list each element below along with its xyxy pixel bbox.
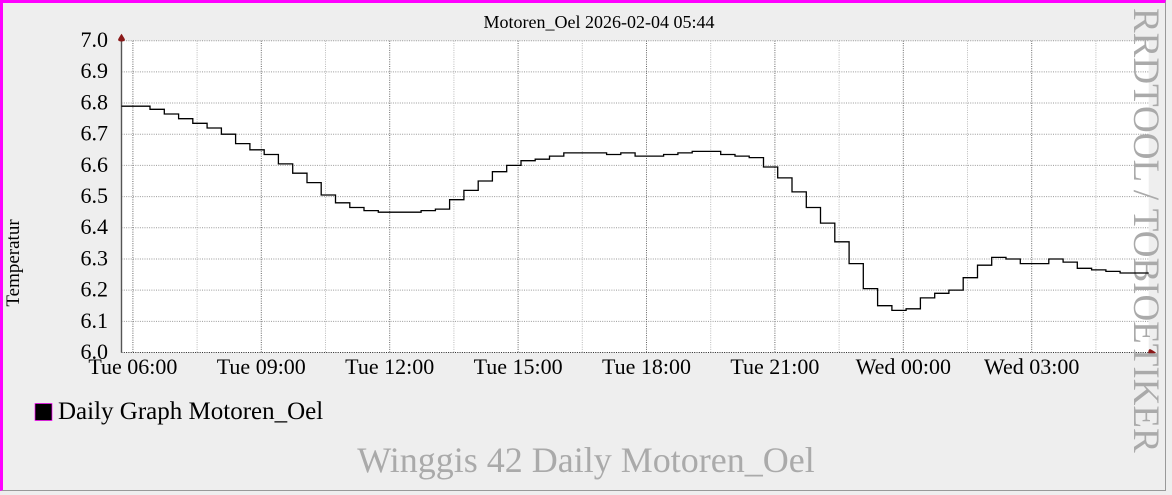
svg-text:Wed 03:00: Wed 03:00 [984,354,1079,379]
svg-text:Motoren_Oel 2026-02-04 05:44: Motoren_Oel 2026-02-04 05:44 [484,12,715,32]
svg-text:6.9: 6.9 [81,58,109,83]
svg-text:6.7: 6.7 [81,121,109,146]
svg-text:Tue 21:00: Tue 21:00 [730,354,819,379]
svg-text:6.1: 6.1 [81,308,109,333]
svg-text:Daily Graph Motoren_Oel: Daily Graph Motoren_Oel [58,398,323,425]
svg-text:Tue 06:00: Tue 06:00 [88,354,177,379]
svg-text:Wed 00:00: Wed 00:00 [856,354,951,379]
svg-text:6.3: 6.3 [81,245,109,270]
svg-text:6.4: 6.4 [81,214,109,239]
svg-text:Winggis 42 Daily Motoren_Oel: Winggis 42 Daily Motoren_Oel [357,440,815,480]
svg-text:6.6: 6.6 [81,152,109,177]
svg-text:6.8: 6.8 [81,89,109,114]
svg-text:Tue 15:00: Tue 15:00 [474,354,563,379]
svg-text:Tue 18:00: Tue 18:00 [602,354,691,379]
svg-text:Temperatur: Temperatur [3,219,24,307]
svg-text:Tue 12:00: Tue 12:00 [345,354,434,379]
svg-text:6.5: 6.5 [81,183,109,208]
svg-text:RRDTOOL / TOBIOETIKER: RRDTOOL / TOBIOETIKER [1125,8,1166,453]
svg-text:Tue 09:00: Tue 09:00 [217,354,306,379]
svg-text:6.2: 6.2 [81,277,109,302]
svg-text:7.0: 7.0 [81,27,109,52]
